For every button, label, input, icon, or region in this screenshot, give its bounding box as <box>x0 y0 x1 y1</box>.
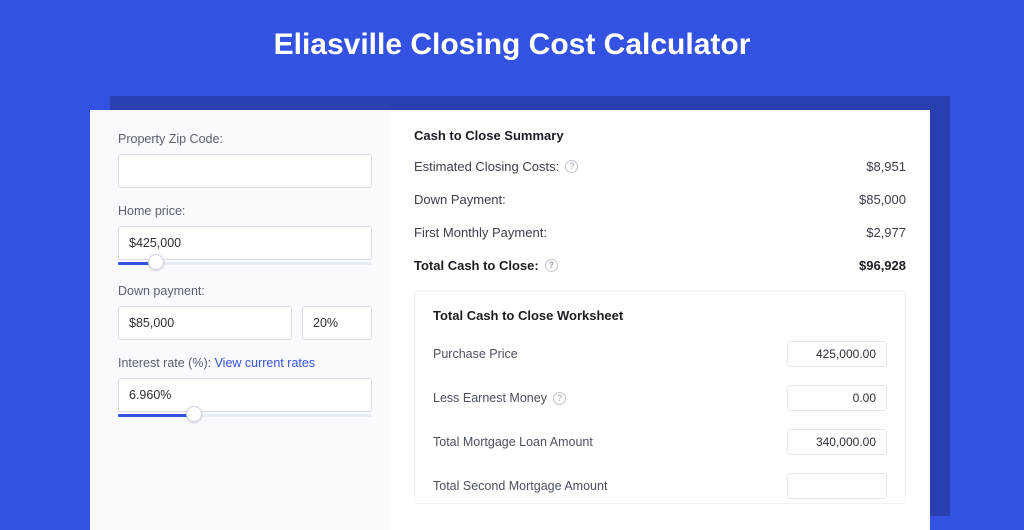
worksheet-row-earnest-money: Less Earnest Money ? 0.00 <box>433 385 887 411</box>
interest-slider[interactable] <box>118 410 372 420</box>
summary-value: $2,977 <box>866 225 906 240</box>
summary-label: Down Payment: <box>414 192 506 207</box>
worksheet-title: Total Cash to Close Worksheet <box>433 308 887 323</box>
down-payment-input[interactable] <box>118 306 292 340</box>
summary-label: Total Cash to Close: <box>414 258 539 273</box>
slider-fill <box>118 414 194 417</box>
zip-field: Property Zip Code: <box>118 132 372 188</box>
summary-title: Cash to Close Summary <box>414 128 906 143</box>
worksheet-row-purchase-price: Purchase Price 425,000.00 <box>433 341 887 367</box>
help-icon[interactable]: ? <box>545 259 558 272</box>
help-icon[interactable]: ? <box>565 160 578 173</box>
worksheet-label: Total Second Mortgage Amount <box>433 479 607 493</box>
summary-value: $96,928 <box>859 258 906 273</box>
summary-row-closing-costs: Estimated Closing Costs: ? $8,951 <box>414 159 906 174</box>
slider-thumb[interactable] <box>186 406 202 422</box>
summary-row-total: Total Cash to Close: ? $96,928 <box>414 258 906 273</box>
down-payment-field: Down payment: <box>118 284 372 340</box>
worksheet-label: Total Mortgage Loan Amount <box>433 435 593 449</box>
summary-value: $85,000 <box>859 192 906 207</box>
worksheet-row-mortgage-amount: Total Mortgage Loan Amount 340,000.00 <box>433 429 887 455</box>
worksheet-panel: Total Cash to Close Worksheet Purchase P… <box>414 291 906 504</box>
summary-label: First Monthly Payment: <box>414 225 547 240</box>
home-price-label: Home price: <box>118 204 372 218</box>
worksheet-value[interactable]: 425,000.00 <box>787 341 887 367</box>
worksheet-value[interactable]: 340,000.00 <box>787 429 887 455</box>
help-icon[interactable]: ? <box>553 392 566 405</box>
summary-value: $8,951 <box>866 159 906 174</box>
inputs-panel: Property Zip Code: Home price: Down paym… <box>90 110 390 530</box>
worksheet-value[interactable] <box>787 473 887 499</box>
zip-input[interactable] <box>118 154 372 188</box>
interest-input[interactable] <box>118 378 372 412</box>
interest-label: Interest rate (%): View current rates <box>118 356 372 370</box>
summary-row-first-payment: First Monthly Payment: $2,977 <box>414 225 906 240</box>
zip-label: Property Zip Code: <box>118 132 372 146</box>
home-price-field: Home price: <box>118 204 372 268</box>
worksheet-row-cutoff: Total Second Mortgage Amount <box>433 473 887 499</box>
worksheet-label: Less Earnest Money <box>433 391 547 405</box>
worksheet-value[interactable]: 0.00 <box>787 385 887 411</box>
summary-row-down-payment: Down Payment: $85,000 <box>414 192 906 207</box>
results-panel: Cash to Close Summary Estimated Closing … <box>390 110 930 530</box>
interest-field: Interest rate (%): View current rates <box>118 356 372 420</box>
worksheet-label: Purchase Price <box>433 347 518 361</box>
home-price-slider[interactable] <box>118 258 372 268</box>
down-payment-label: Down payment: <box>118 284 372 298</box>
down-payment-percent-input[interactable] <box>302 306 372 340</box>
calculator-card: Property Zip Code: Home price: Down paym… <box>90 110 930 530</box>
interest-label-text: Interest rate (%): <box>118 356 215 370</box>
view-rates-link[interactable]: View current rates <box>215 356 316 370</box>
summary-label: Estimated Closing Costs: <box>414 159 559 174</box>
slider-thumb[interactable] <box>148 254 164 270</box>
page-title: Eliasville Closing Cost Calculator <box>0 0 1024 86</box>
